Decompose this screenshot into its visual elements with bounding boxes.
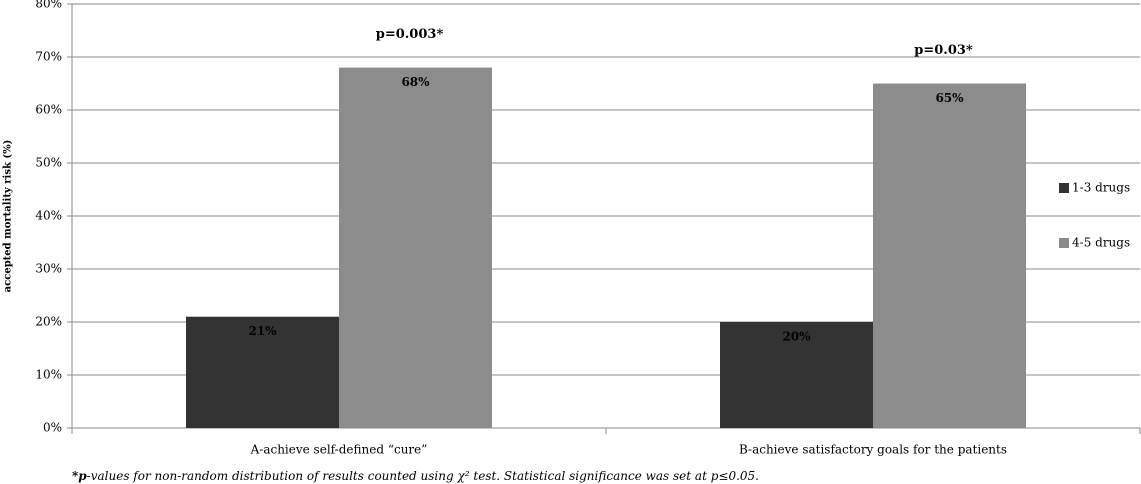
value-label: 20% [782, 330, 811, 344]
y-tick-label: 30% [35, 262, 62, 276]
bar [339, 67, 492, 428]
bar [720, 322, 873, 428]
legend-label: 4-5 drugs [1072, 236, 1130, 250]
y-tick-label: 60% [35, 103, 62, 117]
bar [873, 83, 1026, 428]
footnote-bold: *p [72, 469, 87, 483]
value-label: 68% [401, 75, 430, 89]
bar [186, 316, 339, 428]
y-tick-label: 80% [35, 0, 62, 11]
footnote-text: -values for non-random distribution of r… [87, 469, 759, 483]
y-tick-label: 70% [35, 50, 62, 64]
footnote: *p-values for non-random distribution of… [72, 469, 759, 483]
y-tick-label: 20% [35, 315, 62, 329]
value-label: 21% [248, 324, 277, 338]
legend-label: 1-3 drugs [1072, 181, 1130, 195]
y-tick-label: 50% [35, 156, 62, 170]
legend-swatch [1059, 183, 1069, 193]
annotation: p=0.003* [376, 27, 444, 42]
annotation: p=0.03* [914, 43, 973, 58]
y-axis-label: accepted mortality risk (%) [3, 140, 14, 293]
x-tick-label: A-achieve self-defined “cure” [250, 443, 428, 457]
y-tick-label: 0% [43, 421, 62, 435]
legend-swatch [1059, 238, 1069, 248]
y-tick-label: 10% [35, 368, 62, 382]
y-tick-label: 40% [35, 209, 62, 223]
x-tick-label: B-achieve satisfactory goals for the pat… [739, 443, 1007, 457]
value-label: 65% [935, 91, 964, 105]
